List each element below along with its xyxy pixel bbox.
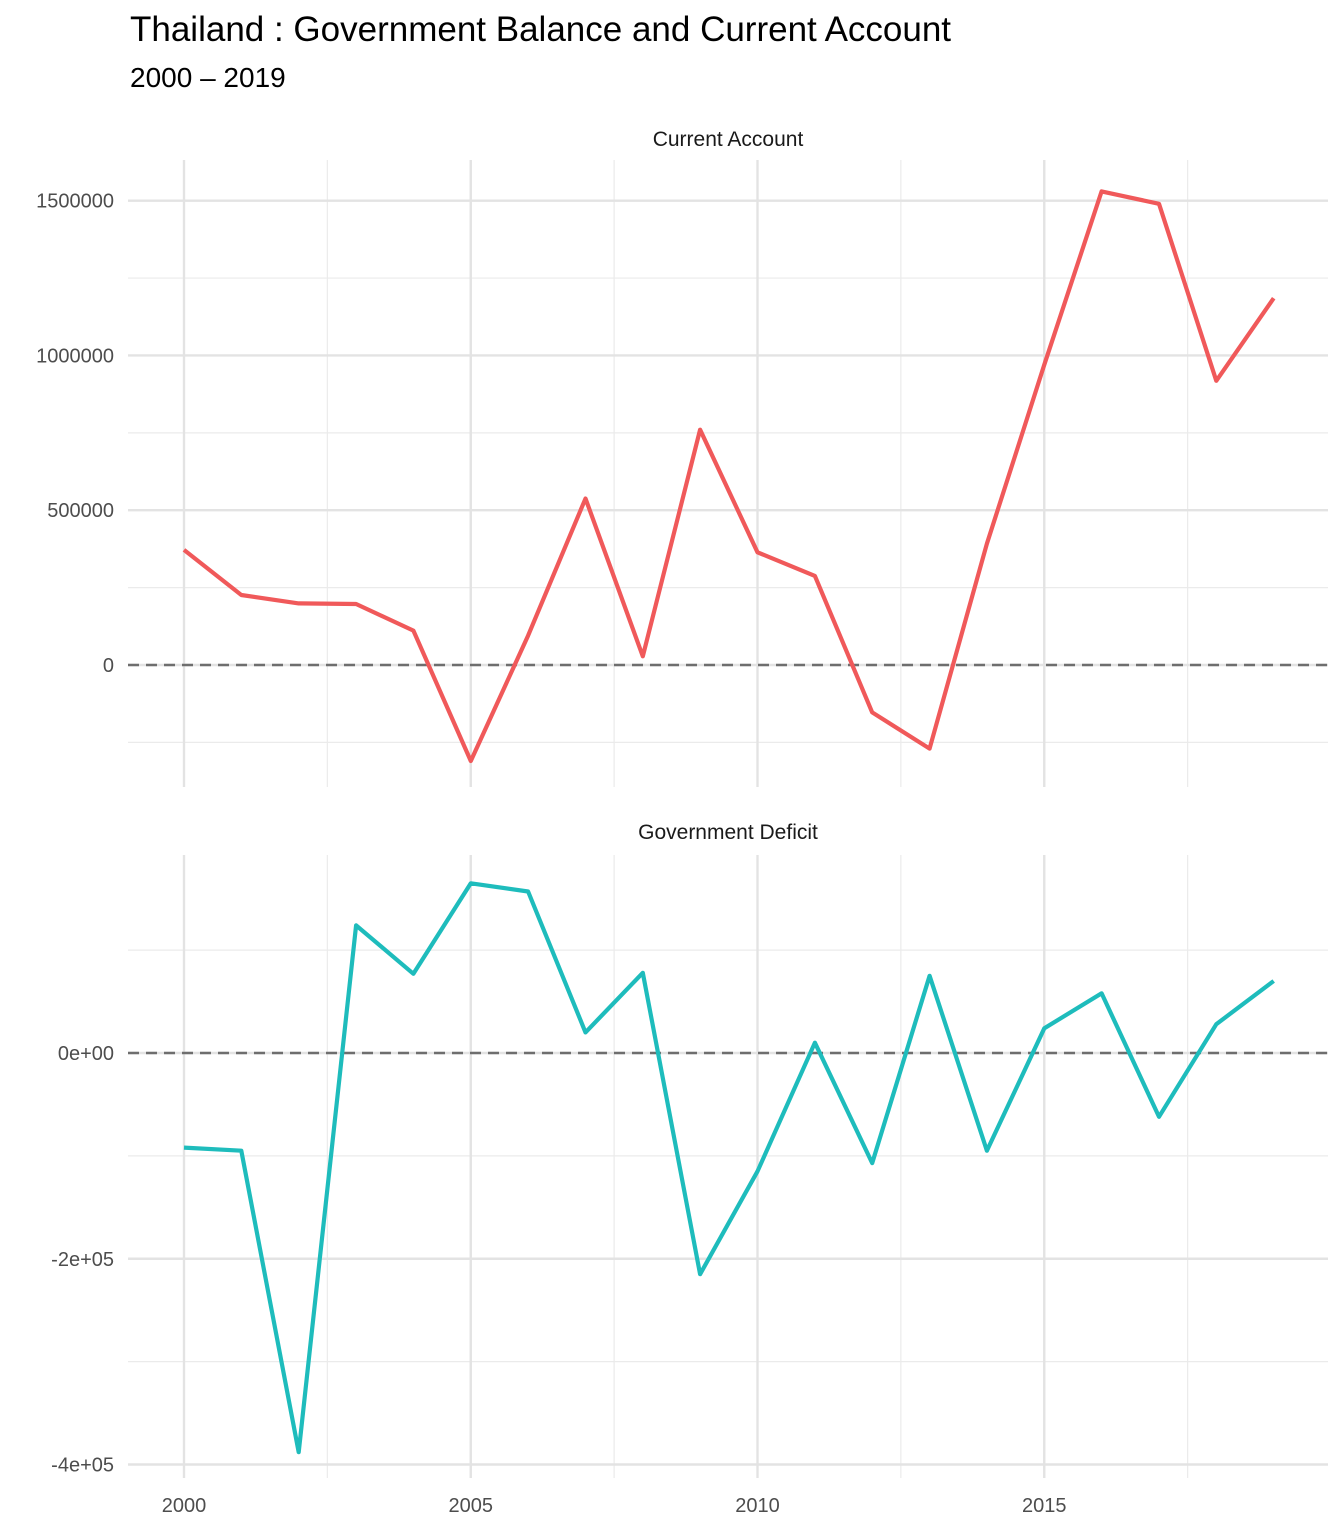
y-tick-label: 1500000 [36,191,114,213]
y-tick-label: 0e+00 [58,1043,114,1065]
y-tick-label: 1000000 [36,345,114,367]
series-line-current-account [182,189,1276,764]
chart-title: Thailand : Government Balance and Curren… [130,10,952,49]
facet-strip-label: Government Deficit [638,821,818,844]
y-tick-label: -4e+05 [51,1455,114,1477]
series-line-government-deficit [183,881,1275,1455]
facet-strip-label: Current Account [653,128,804,151]
y-tick-label: 0 [103,655,114,677]
x-tick-label: 2005 [449,1495,494,1517]
y-tick-label: -2e+05 [51,1249,114,1271]
panel-government-deficit: Government Deficit -4e+05 -2e+05 0e+00 [51,821,1328,1478]
y-tick-label: 500000 [47,500,114,522]
panel-current-account: Current Account 0 500000 1000000 1500000 [36,128,1328,787]
x-tick-label: 2000 [162,1495,207,1517]
x-tick-label: 2010 [735,1495,780,1517]
x-tick-label: 2015 [1022,1495,1067,1517]
chart-subtitle: 2000 – 2019 [130,62,286,93]
